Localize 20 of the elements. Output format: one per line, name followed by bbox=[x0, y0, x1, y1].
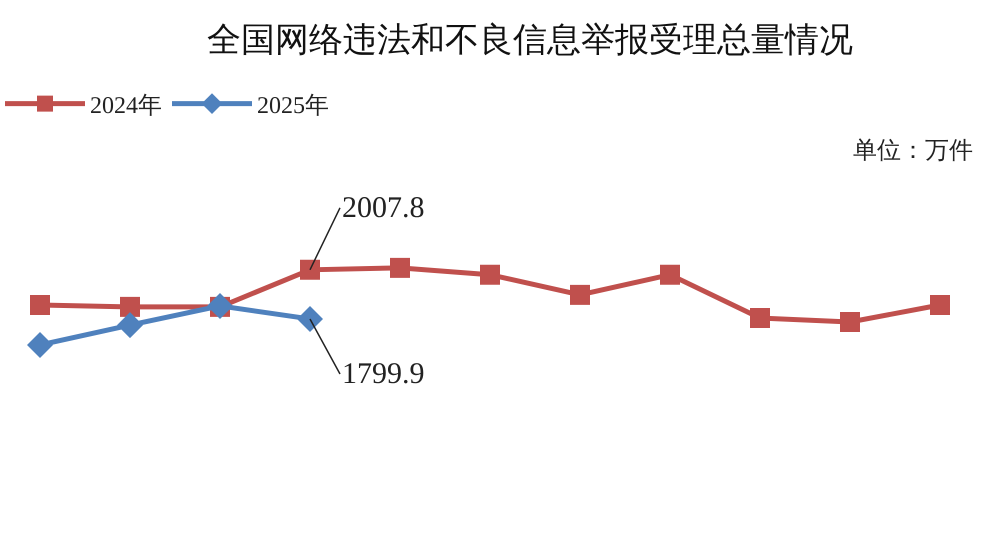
point bbox=[117, 312, 143, 338]
point bbox=[30, 294, 50, 315]
point bbox=[570, 284, 590, 305]
chart-title: 全国网络违法和不良信息举报受理总量情况 bbox=[207, 20, 853, 60]
point bbox=[390, 258, 410, 278]
point bbox=[120, 296, 140, 317]
point bbox=[300, 260, 320, 280]
point bbox=[207, 292, 233, 319]
point bbox=[840, 312, 860, 332]
legend-label: 2024年 bbox=[90, 92, 162, 119]
point bbox=[480, 264, 500, 285]
point bbox=[750, 308, 770, 328]
legend-label: 2025年 bbox=[257, 92, 329, 119]
data-label: 1799.9 bbox=[342, 357, 424, 390]
point bbox=[27, 332, 53, 358]
point bbox=[930, 294, 950, 315]
text: 单位：万件 bbox=[853, 136, 973, 164]
point bbox=[297, 306, 323, 332]
point bbox=[660, 264, 680, 285]
data-label: 2007.8 bbox=[342, 191, 424, 224]
